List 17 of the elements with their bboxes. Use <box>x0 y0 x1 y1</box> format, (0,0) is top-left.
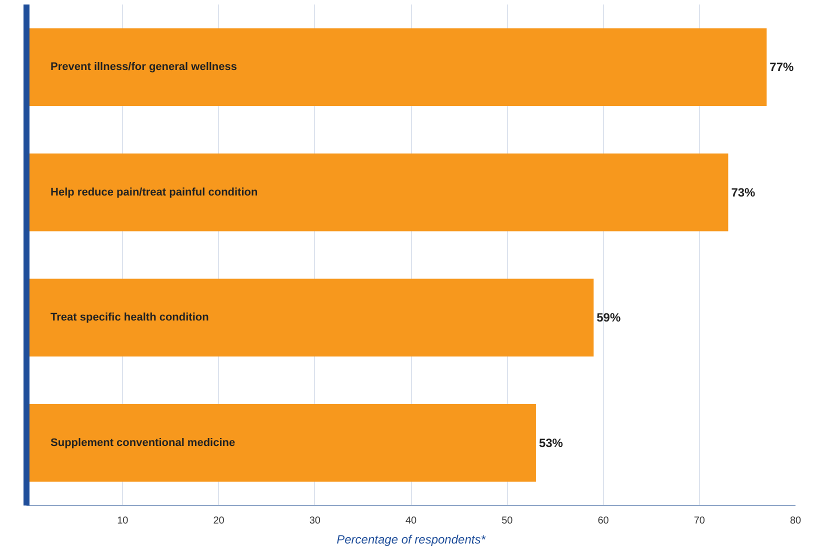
x-tick-label: 20 <box>213 516 225 526</box>
y-tick-label: Help reduce pain/treat painful condition <box>50 186 258 198</box>
data-label: 53% <box>538 436 564 450</box>
x-tick-label: 40 <box>405 516 417 526</box>
y-tick-label: Prevent illness/for general wellness <box>50 61 237 74</box>
x-axis-title: Percentage of respondents* <box>336 532 486 546</box>
data-label: 73% <box>731 185 756 200</box>
x-tick-label: 30 <box>309 516 321 526</box>
x-tick-label: 60 <box>598 516 610 526</box>
data-label: 77% <box>770 60 794 74</box>
y-tick-label: Treat specific health condition <box>50 312 210 324</box>
x-tick-label: 50 <box>502 516 514 526</box>
x-tick-label: 10 <box>117 516 129 526</box>
x-tick-label: 80 <box>790 516 802 526</box>
data-label: 59% <box>596 310 621 325</box>
y-tick-label: Supplement conventional medicine <box>50 436 236 449</box>
x-tick-label: 70 <box>694 516 706 526</box>
